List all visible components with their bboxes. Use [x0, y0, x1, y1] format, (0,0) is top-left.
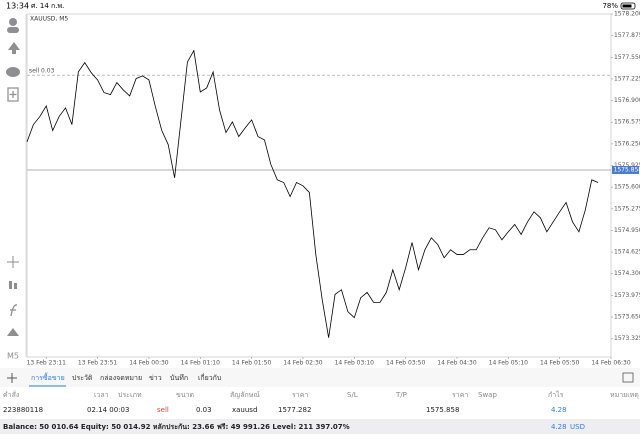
current-price-box — [612, 165, 639, 174]
table-cell[interactable]: sell — [157, 406, 169, 414]
account-icon-body[interactable] — [7, 27, 19, 33]
x-tick-label: 14 Feb 01:50 — [232, 360, 272, 367]
y-tick-label: 1576.900 — [614, 97, 640, 104]
objects-icon[interactable] — [7, 328, 19, 336]
chat-icon[interactable] — [6, 67, 20, 77]
y-tick-label: 1576.250 — [614, 140, 640, 147]
price-line — [26, 49, 599, 338]
battery-icon — [620, 2, 636, 10]
add-icon-plus[interactable] — [9, 91, 17, 98]
y-tick-label: 1575.600 — [614, 184, 640, 191]
y-tick-label: 1573.975 — [614, 292, 640, 299]
table-header: T/P — [395, 391, 407, 399]
tab[interactable]: บันทึก — [170, 373, 188, 382]
y-tick-label: 1576.575 — [614, 119, 640, 126]
expand-button[interactable] — [622, 372, 634, 383]
x-tick-label: 14 Feb 01:10 — [181, 360, 221, 367]
status-time: 13:34 — [6, 2, 29, 11]
chart-title: XAUUSD, M5 — [30, 16, 68, 23]
y-tick-label: 1574.625 — [614, 249, 640, 256]
trade-icon[interactable] — [8, 42, 20, 54]
tab[interactable]: กล่องจดหมาย — [100, 374, 142, 382]
new-order-button[interactable] — [7, 373, 17, 383]
table-header: หมายเหตุ — [610, 391, 639, 399]
crosshair-icon[interactable] — [7, 256, 19, 268]
y-tick-label: 1575.275 — [614, 205, 640, 212]
y-tick-label: 1575.925 — [614, 162, 640, 169]
table-cell[interactable]: xauusd — [232, 406, 257, 414]
left-toolbar — [6, 18, 20, 336]
table-header: ราคา — [452, 391, 468, 399]
table-cell[interactable]: 0.03 — [196, 406, 212, 414]
y-tick-label: 1574.300 — [614, 270, 640, 277]
x-tick-label: 14 Feb 05:10 — [489, 360, 529, 367]
table-cell[interactable]: 4.28 — [551, 406, 567, 414]
order-line-label: sell 0.03 — [29, 68, 55, 75]
x-tick-label: 14 Feb 06:30 — [591, 360, 631, 367]
y-tick-label: 1577.225 — [614, 75, 640, 82]
x-tick-label: 14 Feb 00:30 — [129, 360, 169, 367]
tab-bar — [0, 368, 640, 387]
x-tick-label: 14 Feb 02:30 — [283, 360, 323, 367]
summary-currency: USD — [570, 423, 585, 431]
x-tick-label: 13 Feb 23:11 — [27, 360, 67, 367]
summary-text: Balance: 50 010.64 Equity: 50 014.92 หลั… — [3, 423, 350, 431]
summary-profit: 4.28 — [551, 423, 567, 431]
table-header: คำสั่ง — [3, 390, 19, 399]
account-icon[interactable] — [9, 18, 17, 26]
table-cell[interactable]: 1577.282 — [278, 406, 311, 414]
y-tick-label: 1573.650 — [614, 314, 640, 321]
table-header: ราคา — [292, 391, 308, 399]
x-tick-label: 14 Feb 03:50 — [386, 360, 426, 367]
table-cell[interactable]: 1575.858 — [426, 406, 459, 414]
tab[interactable]: การซื้อขาย — [31, 371, 65, 382]
current-price-label: 1575.858 — [614, 166, 640, 173]
y-tick-label: 1577.550 — [614, 54, 640, 61]
table-cell[interactable]: 223880118 — [3, 406, 43, 414]
summary-bar — [0, 419, 640, 434]
x-tick-label: 14 Feb 04:30 — [437, 360, 477, 367]
table-header: Swap — [478, 391, 497, 399]
candle-icon-2[interactable] — [14, 283, 17, 289]
candle-icon[interactable] — [9, 281, 12, 289]
y-tick-label: 1578.200 — [614, 11, 640, 18]
x-tick-label: 13 Feb 23:51 — [78, 360, 118, 367]
table-header: กำไร — [548, 390, 564, 399]
status-battery: 78% — [602, 2, 618, 10]
table-cell[interactable]: 02.14 00:03 — [87, 406, 129, 414]
y-tick-label: 1577.875 — [614, 32, 640, 39]
tab[interactable]: ประวัติ — [72, 374, 93, 382]
indicator-icon[interactable] — [10, 304, 18, 317]
add-icon[interactable] — [7, 87, 19, 102]
plot-frame — [26, 13, 612, 358]
y-tick-label: 1574.950 — [614, 227, 640, 234]
tab[interactable]: ข่าว — [149, 374, 162, 382]
table-header: S/L — [347, 391, 358, 399]
table-header: ขนาด — [176, 391, 194, 399]
status-date: ศ. 14 ก.พ. — [31, 2, 64, 10]
x-tick-label: 14 Feb 03:10 — [335, 360, 375, 367]
table-header: เวลา — [94, 391, 109, 399]
y-tick-label: 1573.325 — [614, 335, 640, 342]
x-tick-label: 14 Feb 05:50 — [540, 360, 580, 367]
battery-level — [622, 4, 632, 8]
table-header: สัญลักษณ์ — [230, 391, 260, 399]
timeframe-button[interactable]: M5 — [7, 352, 19, 361]
table-header: ประเภท — [118, 391, 142, 399]
tab[interactable]: เกี่ยวกับ — [198, 373, 221, 382]
